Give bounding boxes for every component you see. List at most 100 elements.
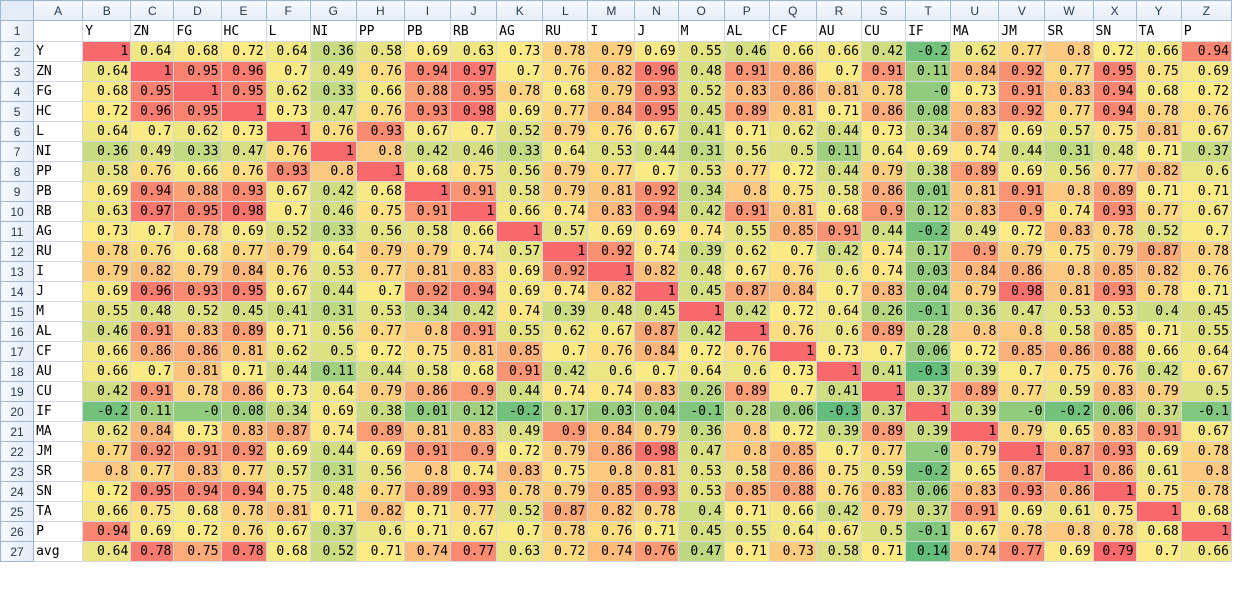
cell-Y7[interactable]: 0.71	[1135, 141, 1182, 162]
cell-E26[interactable]: 0.76	[220, 521, 267, 542]
cell-Z14[interactable]: 0.71	[1180, 281, 1233, 302]
cell-G12[interactable]: 0.64	[309, 241, 357, 262]
cell-F21[interactable]: 0.87	[265, 421, 311, 442]
cell-C26[interactable]: 0.69	[130, 521, 175, 542]
cell-O4[interactable]: 0.52	[677, 81, 725, 102]
cell-B15[interactable]: 0.55	[82, 301, 132, 322]
cell-G14[interactable]: 0.44	[309, 281, 357, 302]
cell-T2[interactable]: -0.2	[905, 41, 952, 62]
cell-D25[interactable]: 0.68	[173, 501, 222, 522]
cell-S24[interactable]: 0.83	[860, 481, 907, 502]
cell-K21[interactable]: 0.49	[496, 421, 544, 442]
cell-I8[interactable]: 0.68	[403, 161, 452, 182]
row-header-24[interactable]: 24	[0, 481, 35, 502]
cell-H8[interactable]: 1	[355, 161, 405, 182]
cell-M12[interactable]: 0.92	[587, 241, 636, 262]
cell-F27[interactable]: 0.68	[265, 541, 311, 562]
cell-T17[interactable]: 0.06	[905, 341, 952, 362]
cell-P15[interactable]: 0.42	[723, 301, 770, 322]
cell-X11[interactable]: 0.78	[1092, 221, 1137, 242]
cell-D3[interactable]: 0.95	[173, 61, 222, 82]
cell-T5[interactable]: 0.08	[905, 101, 952, 122]
cell-S18[interactable]: 0.41	[860, 361, 907, 382]
cell-N10[interactable]: 0.94	[634, 201, 679, 222]
cell-Y8[interactable]: 0.82	[1135, 161, 1182, 182]
cell-A9[interactable]: PB	[33, 181, 84, 202]
cell-H10[interactable]: 0.75	[355, 201, 405, 222]
cell-X12[interactable]: 0.79	[1092, 241, 1137, 262]
cell-D13[interactable]: 0.79	[173, 261, 222, 282]
row-header-9[interactable]: 9	[0, 181, 35, 202]
cell-G24[interactable]: 0.48	[309, 481, 357, 502]
cell-E9[interactable]: 0.93	[220, 181, 267, 202]
cell-V25[interactable]: 0.69	[998, 501, 1046, 522]
cell-H20[interactable]: 0.38	[355, 401, 405, 422]
cell-L21[interactable]: 0.9	[542, 421, 589, 442]
cell-A14[interactable]: J	[33, 281, 84, 302]
cell-B22[interactable]: 0.77	[82, 441, 132, 462]
cell-D24[interactable]: 0.94	[173, 481, 222, 502]
cell-M25[interactable]: 0.82	[587, 501, 636, 522]
cell-H19[interactable]: 0.79	[355, 381, 405, 402]
cell-U6[interactable]: 0.87	[950, 121, 1000, 142]
cell-X17[interactable]: 0.88	[1092, 341, 1137, 362]
cell-M20[interactable]: 0.03	[587, 401, 636, 422]
cell-W24[interactable]: 0.86	[1044, 481, 1094, 502]
cell-S11[interactable]: 0.44	[860, 221, 907, 242]
cell-W26[interactable]: 0.8	[1044, 521, 1094, 542]
cell-B1[interactable]: Y	[82, 20, 132, 42]
cell-Y25[interactable]: 1	[1135, 501, 1182, 522]
cell-I3[interactable]: 0.94	[403, 61, 452, 82]
cell-E20[interactable]: 0.08	[220, 401, 267, 422]
cell-R25[interactable]: 0.42	[815, 501, 863, 522]
cell-U9[interactable]: 0.81	[950, 181, 1000, 202]
cell-W3[interactable]: 0.77	[1044, 61, 1094, 82]
cell-S22[interactable]: 0.77	[860, 441, 907, 462]
cell-N12[interactable]: 0.74	[634, 241, 679, 262]
cell-X25[interactable]: 0.75	[1092, 501, 1137, 522]
cell-B20[interactable]: -0.2	[82, 401, 132, 422]
cell-J13[interactable]: 0.83	[450, 261, 498, 282]
cell-N8[interactable]: 0.7	[634, 161, 679, 182]
cell-M6[interactable]: 0.76	[587, 121, 636, 142]
cell-O22[interactable]: 0.47	[677, 441, 725, 462]
cell-D15[interactable]: 0.52	[173, 301, 222, 322]
cell-B24[interactable]: 0.72	[82, 481, 132, 502]
cell-T12[interactable]: 0.17	[905, 241, 952, 262]
row-header-26[interactable]: 26	[0, 521, 35, 542]
cell-Y16[interactable]: 0.71	[1135, 321, 1182, 342]
cell-V12[interactable]: 0.79	[998, 241, 1046, 262]
cell-W21[interactable]: 0.65	[1044, 421, 1094, 442]
cell-T24[interactable]: 0.06	[905, 481, 952, 502]
cell-E3[interactable]: 0.96	[220, 61, 267, 82]
cell-H15[interactable]: 0.53	[355, 301, 405, 322]
cell-H25[interactable]: 0.82	[355, 501, 405, 522]
cell-F18[interactable]: 0.44	[265, 361, 311, 382]
cell-B10[interactable]: 0.63	[82, 201, 132, 222]
cell-T10[interactable]: 0.12	[905, 201, 952, 222]
column-header-E[interactable]: E	[220, 0, 267, 21]
cell-V17[interactable]: 0.85	[998, 341, 1046, 362]
cell-B2[interactable]: 1	[82, 41, 132, 62]
cell-I26[interactable]: 0.71	[403, 521, 452, 542]
cell-J4[interactable]: 0.95	[450, 81, 498, 102]
cell-N15[interactable]: 0.45	[634, 301, 679, 322]
cell-B8[interactable]: 0.58	[82, 161, 132, 182]
cell-I10[interactable]: 0.91	[403, 201, 452, 222]
cell-I11[interactable]: 0.58	[403, 221, 452, 242]
cell-B13[interactable]: 0.79	[82, 261, 132, 282]
cell-R16[interactable]: 0.6	[815, 321, 863, 342]
cell-Q22[interactable]: 0.85	[768, 441, 817, 462]
cell-S10[interactable]: 0.9	[860, 201, 907, 222]
cell-M23[interactable]: 0.8	[587, 461, 636, 482]
cell-H1[interactable]: PP	[355, 20, 405, 42]
cell-R17[interactable]: 0.73	[815, 341, 863, 362]
cell-U7[interactable]: 0.74	[950, 141, 1000, 162]
cell-V24[interactable]: 0.93	[998, 481, 1046, 502]
cell-V22[interactable]: 1	[998, 441, 1046, 462]
cell-T15[interactable]: -0.1	[905, 301, 952, 322]
cell-D12[interactable]: 0.68	[173, 241, 222, 262]
cell-O7[interactable]: 0.31	[677, 141, 725, 162]
cell-E27[interactable]: 0.78	[220, 541, 267, 562]
cell-E14[interactable]: 0.95	[220, 281, 267, 302]
